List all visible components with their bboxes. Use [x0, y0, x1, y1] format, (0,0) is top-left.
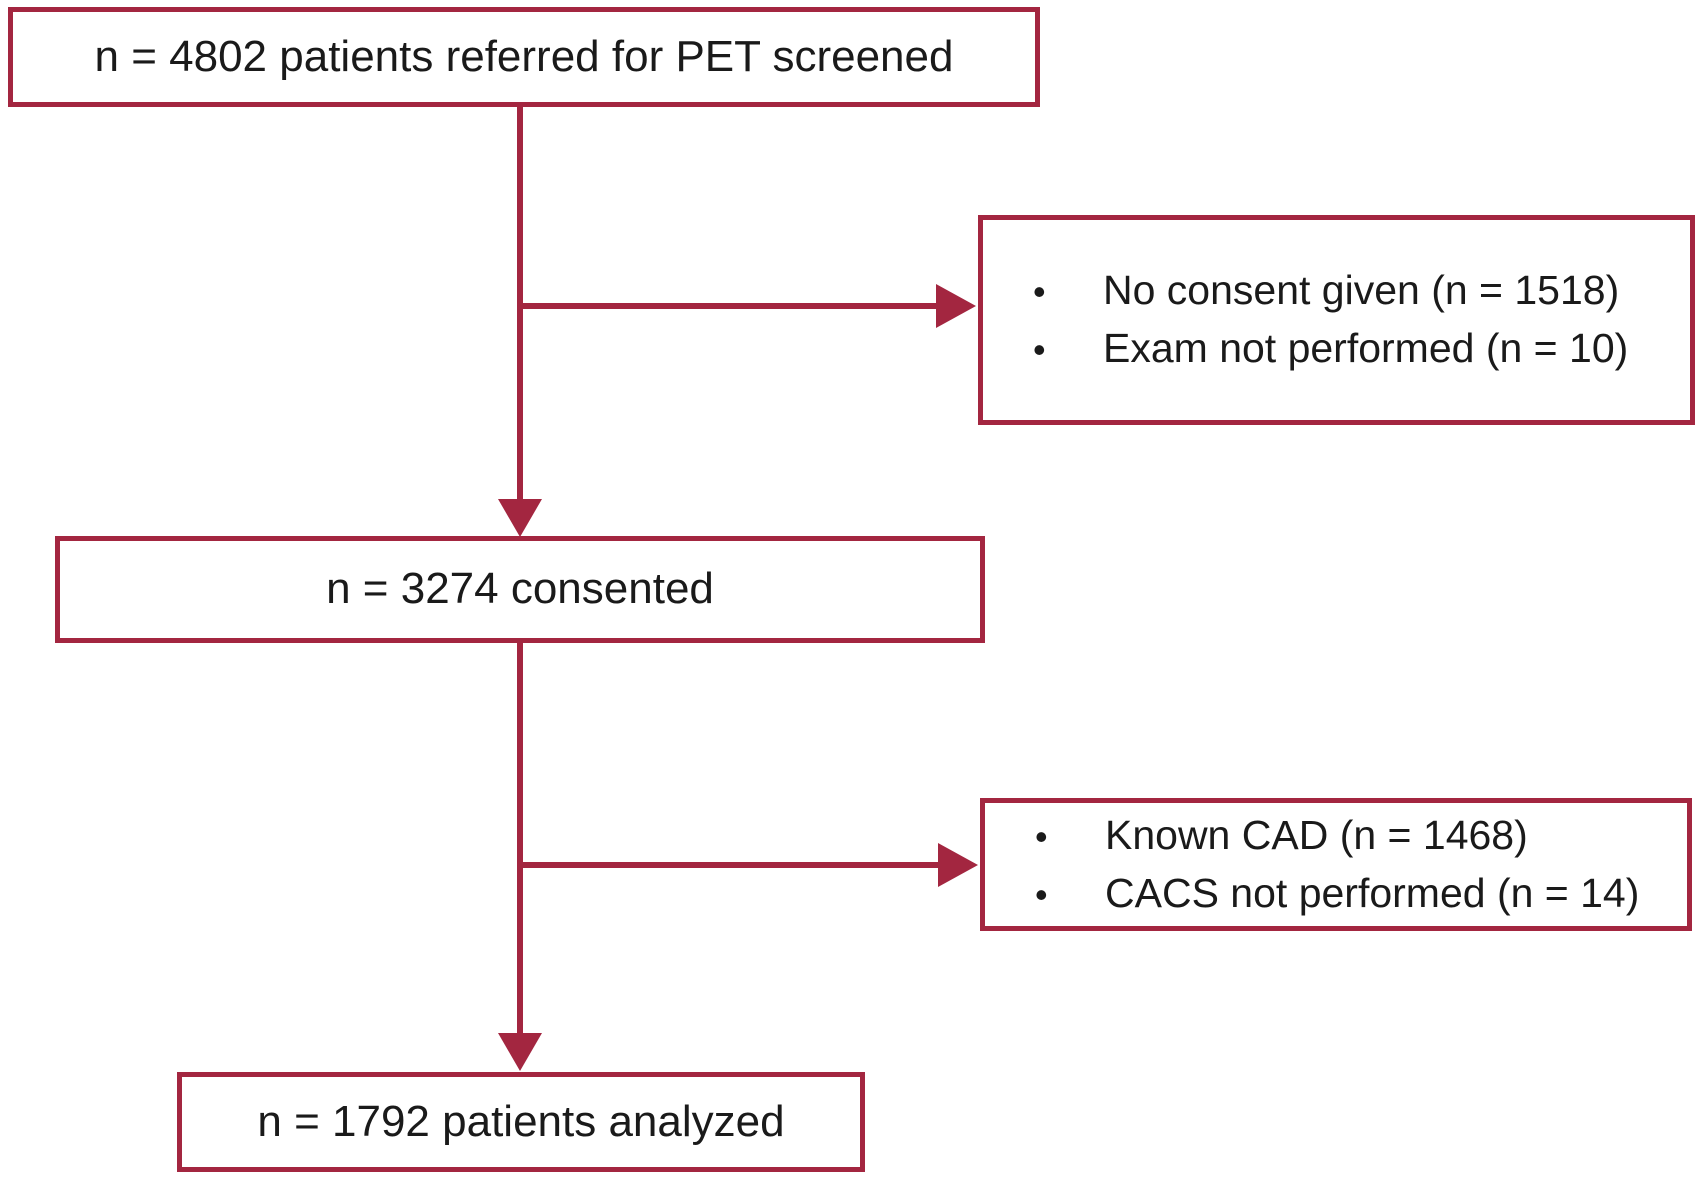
arrowhead-right-exclusion-consent-icon [936, 284, 976, 328]
node-screened-label: n = 4802 patients referred for PET scree… [94, 31, 954, 81]
arrowhead-down-analyzed-icon [498, 1033, 542, 1071]
arrowhead-down-consented-icon [498, 499, 542, 537]
exclusion-cad-item-2: • CACS not performed (n = 14) [985, 865, 1687, 923]
bullet-icon: • [1033, 329, 1046, 370]
node-screened: n = 4802 patients referred for PET scree… [8, 7, 1040, 107]
exclusion-cad-item-2-text: CACS not performed (n = 14) [1105, 869, 1640, 916]
node-analyzed: n = 1792 patients analyzed [177, 1072, 865, 1172]
node-consented: n = 3274 consented [55, 536, 985, 643]
bullet-icon: • [1035, 873, 1048, 915]
connector-branch-exclusion-cad-line [520, 862, 938, 868]
arrowhead-right-exclusion-cad-icon [938, 843, 978, 887]
exclusion-consent-item-2: • Exam not performed (n = 10) [983, 320, 1690, 378]
exclusion-cad-item-1: • Known CAD (n = 1468) [985, 807, 1687, 865]
node-analyzed-label: n = 1792 patients analyzed [257, 1096, 785, 1146]
connector-branch-exclusion-consent-line [520, 303, 938, 309]
node-exclusion-consent: • No consent given (n = 1518) • Exam not… [978, 215, 1695, 425]
connector-consented-to-analyzed-line [517, 641, 523, 1035]
exclusion-consent-item-1-text: No consent given (n = 1518) [1103, 267, 1620, 313]
node-consented-label: n = 3274 consented [326, 564, 714, 614]
exclusion-consent-item-2-text: Exam not performed (n = 10) [1103, 325, 1629, 371]
bullet-icon: • [1035, 815, 1048, 857]
bullet-icon: • [1033, 271, 1046, 312]
exclusion-consent-item-1: • No consent given (n = 1518) [983, 262, 1690, 320]
exclusion-cad-item-1-text: Known CAD (n = 1468) [1105, 811, 1528, 858]
node-exclusion-cad: • Known CAD (n = 1468) • CACS not perfor… [980, 798, 1692, 931]
